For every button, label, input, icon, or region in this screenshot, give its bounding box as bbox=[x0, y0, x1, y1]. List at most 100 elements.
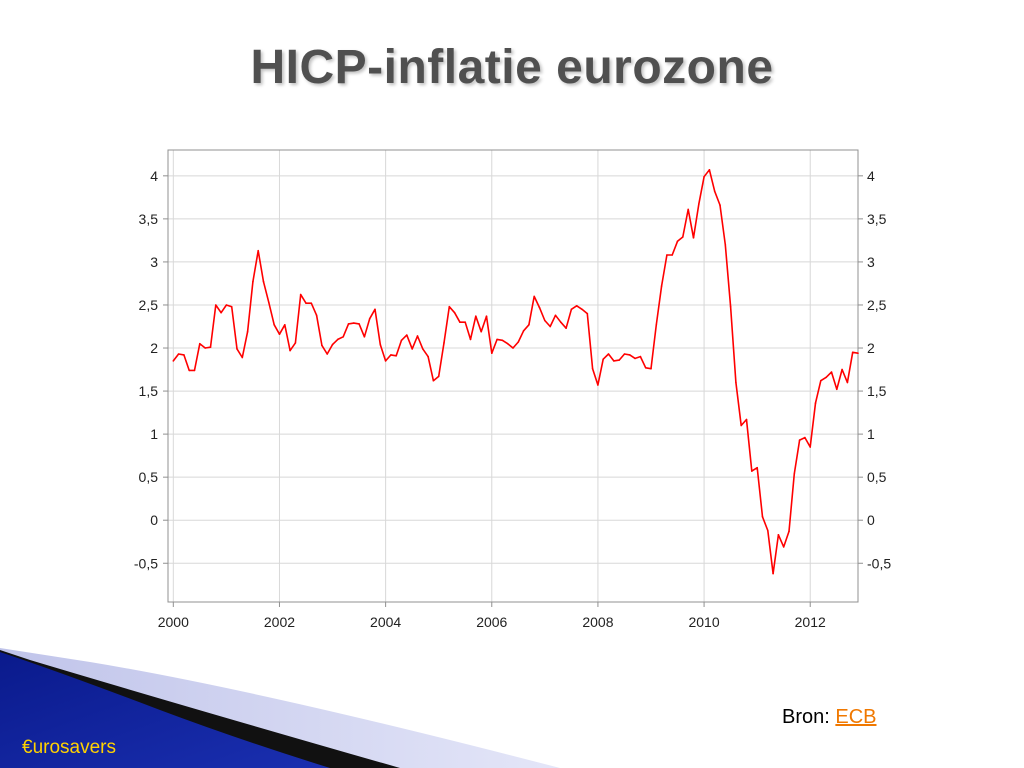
data-point bbox=[729, 305, 732, 308]
data-point bbox=[560, 321, 562, 324]
y-tick-label: 1,5 bbox=[139, 383, 159, 399]
data-point bbox=[639, 355, 642, 358]
data-point bbox=[230, 305, 233, 308]
data-point bbox=[761, 516, 764, 518]
y-tick-label: -0,5 bbox=[134, 555, 158, 571]
y-tick-label: 1 bbox=[150, 426, 158, 442]
y-tick-label: 2,5 bbox=[867, 297, 887, 313]
data-point bbox=[629, 354, 631, 356]
data-point bbox=[745, 418, 748, 421]
data-point bbox=[793, 472, 796, 475]
data-point bbox=[644, 367, 647, 369]
data-point bbox=[225, 304, 228, 306]
data-point bbox=[782, 546, 785, 548]
x-tick-label: 2006 bbox=[476, 614, 507, 630]
data-point bbox=[544, 319, 546, 322]
y-tick-label: 3 bbox=[150, 254, 158, 270]
data-point bbox=[602, 358, 604, 361]
x-tick-label: 2008 bbox=[582, 614, 613, 630]
data-point bbox=[491, 352, 493, 355]
data-point bbox=[798, 439, 801, 441]
data-point bbox=[719, 204, 721, 206]
data-point bbox=[464, 321, 467, 324]
data-point bbox=[841, 368, 843, 371]
data-point bbox=[496, 338, 498, 341]
data-point bbox=[400, 339, 403, 342]
data-point bbox=[331, 343, 334, 346]
data-point bbox=[575, 305, 578, 307]
data-point bbox=[517, 341, 520, 343]
data-point bbox=[655, 324, 658, 326]
data-point bbox=[613, 360, 615, 362]
y-tick-label: 0,5 bbox=[139, 469, 159, 485]
data-point bbox=[199, 342, 201, 345]
y-tick-label: 4 bbox=[867, 168, 875, 184]
data-point bbox=[268, 301, 270, 304]
data-point bbox=[538, 306, 541, 309]
data-point bbox=[284, 324, 286, 326]
data-point bbox=[634, 357, 636, 360]
data-point bbox=[310, 302, 313, 305]
data-point bbox=[262, 280, 265, 283]
slide-title: HICP-inflatie eurozone bbox=[250, 41, 774, 94]
data-point bbox=[682, 236, 684, 238]
data-point bbox=[236, 348, 238, 350]
data-point bbox=[246, 330, 249, 333]
data-point bbox=[607, 353, 610, 355]
y-tick-label: 3,5 bbox=[867, 211, 887, 227]
data-point bbox=[469, 338, 472, 341]
data-point bbox=[315, 314, 318, 317]
data-point bbox=[740, 424, 742, 427]
data-point bbox=[586, 312, 589, 315]
data-point bbox=[528, 324, 530, 326]
data-point bbox=[432, 379, 435, 382]
data-point bbox=[570, 308, 573, 311]
data-point bbox=[379, 343, 382, 346]
data-point bbox=[475, 315, 477, 318]
data-point bbox=[273, 324, 276, 326]
data-point bbox=[337, 338, 339, 341]
data-point bbox=[814, 402, 817, 404]
y-tick-label: 1,5 bbox=[867, 383, 887, 399]
data-point bbox=[533, 295, 535, 298]
data-point bbox=[671, 254, 673, 256]
x-tick-label: 2012 bbox=[795, 614, 826, 630]
data-point bbox=[193, 369, 196, 372]
data-point bbox=[666, 254, 668, 256]
series-layer bbox=[172, 169, 859, 575]
data-point bbox=[591, 367, 594, 370]
x-tick-label: 2010 bbox=[688, 614, 719, 630]
series-line bbox=[172, 169, 859, 575]
data-point bbox=[703, 175, 705, 178]
data-point bbox=[549, 325, 551, 328]
data-point bbox=[836, 388, 838, 391]
data-point bbox=[565, 327, 567, 330]
data-point bbox=[735, 381, 737, 384]
data-point bbox=[443, 342, 445, 344]
y-tick-label: 1 bbox=[867, 426, 875, 442]
data-point bbox=[241, 356, 244, 359]
data-point bbox=[708, 169, 711, 171]
data-point bbox=[820, 379, 822, 382]
data-point bbox=[788, 530, 790, 533]
data-point bbox=[358, 323, 360, 325]
source-note: Bron: ECB bbox=[782, 706, 877, 729]
y-tick-label: 2 bbox=[867, 340, 875, 356]
data-point bbox=[660, 285, 663, 287]
y-axis-left: -0,5 0 0,5 1 1,5 2 2,5 3 3,5 4 bbox=[134, 168, 168, 571]
data-point bbox=[692, 237, 695, 239]
source-link-ecb[interactable]: ECB bbox=[835, 706, 877, 728]
data-point bbox=[172, 360, 175, 362]
swoosh-blue bbox=[0, 652, 330, 768]
data-point bbox=[374, 308, 376, 311]
chart-grid bbox=[168, 150, 858, 602]
hicp-line-chart: -0,5 0 0,5 1 1,5 2 2,5 3 3,5 4 -0,5 0 0,5 1 1,5 2 2,5 3 3… bbox=[134, 149, 891, 630]
chart-container: -0,5 0 0,5 1 1,5 2 2,5 3 3,5 4 -0,5 0 0,5 1 1,5 2 2,5 3 3… bbox=[134, 149, 891, 630]
data-point bbox=[395, 355, 398, 357]
data-point bbox=[411, 348, 414, 350]
data-point bbox=[846, 381, 849, 384]
footer-brand: €urosavers bbox=[22, 737, 116, 758]
data-point bbox=[522, 330, 525, 332]
y-tick-label: 4 bbox=[150, 168, 158, 184]
data-point bbox=[427, 355, 429, 358]
